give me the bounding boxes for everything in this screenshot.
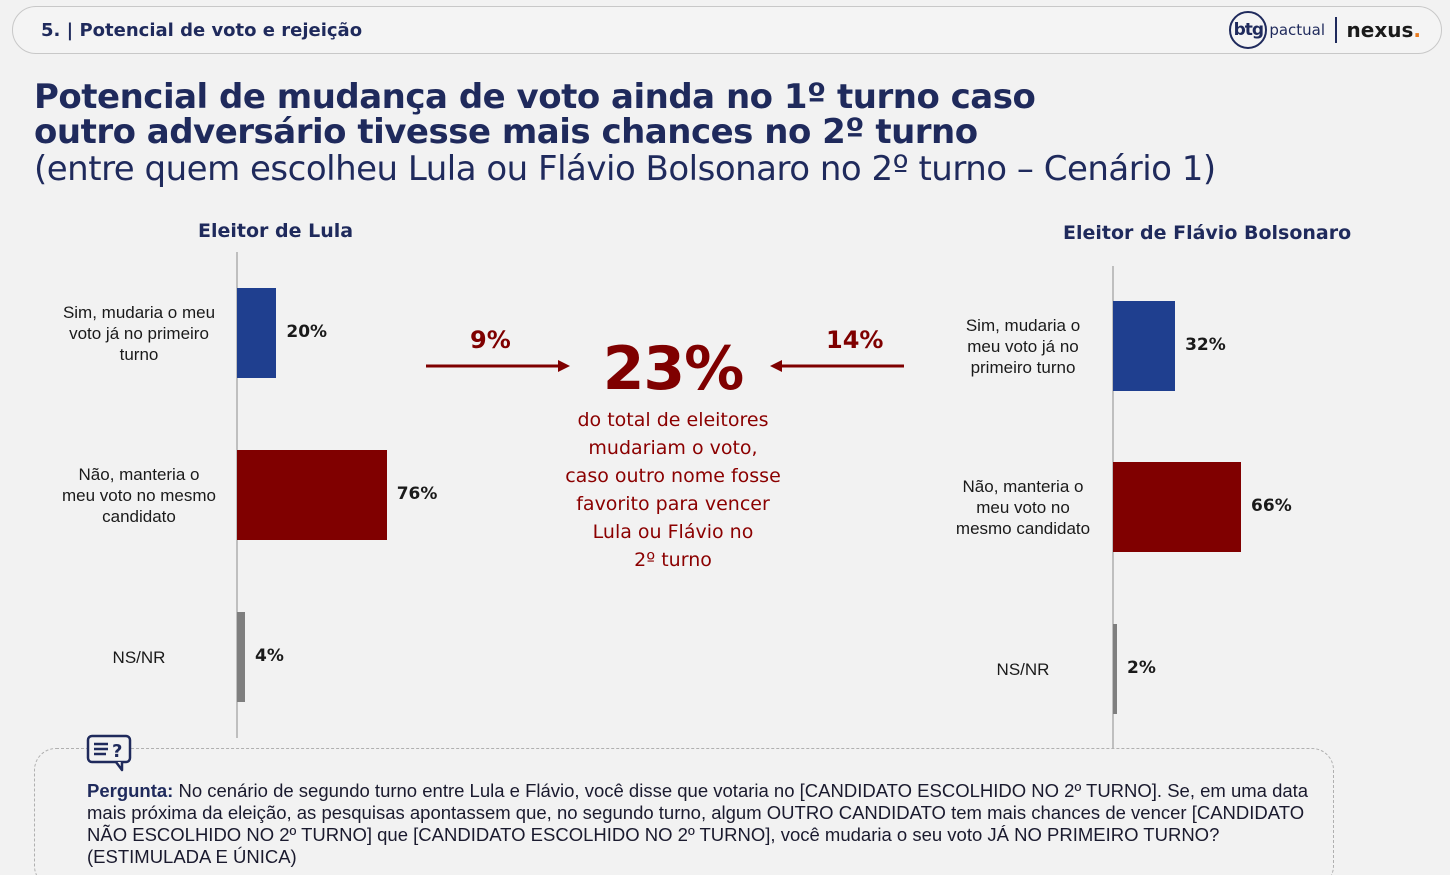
right-arrow-icon — [426, 360, 570, 372]
page-subtitle: (entre quem escolheu Lula ou Flávio Bols… — [34, 149, 1216, 189]
description-line: do total de eleitores — [577, 409, 769, 431]
bar — [237, 450, 387, 540]
description-line: favorito para vencer — [576, 493, 770, 515]
category-label-line: NS/NR — [112, 647, 166, 667]
bar — [1113, 462, 1242, 552]
total-change-description: do total de eleitores mudariam o voto, c… — [548, 406, 798, 574]
left-arrow-value: 9% — [470, 326, 511, 354]
description-line: mudariam o voto, — [588, 437, 758, 459]
btg-logo-mark: btg — [1229, 11, 1268, 49]
category-label-line: NS/NR — [996, 659, 1050, 679]
category-label-line: Não, manteria o — [962, 476, 1084, 496]
category-label-line: primeiro turno — [970, 357, 1076, 377]
bar — [237, 288, 277, 378]
bar-value-label: 2% — [1127, 658, 1156, 678]
question-body: No cenário de segundo turno entre Lula e… — [87, 780, 1309, 867]
bar — [1113, 301, 1176, 391]
category-label: Sim, mudaria o meu voto já no primeiro tur… — [933, 315, 1113, 378]
category-label-line: Sim, mudaria o — [965, 315, 1081, 335]
total-change-value: 23% — [602, 334, 745, 404]
bar — [1113, 624, 1117, 714]
right-arrow-value: 14% — [826, 326, 884, 354]
question-label: Pergunta: — [87, 780, 174, 801]
question-chat-icon: ? — [86, 734, 132, 772]
svg-text:?: ? — [112, 741, 122, 762]
category-label-line: meu voto já no — [967, 336, 1079, 356]
chart-title: Eleitor de Flávio Bolsonaro — [1063, 222, 1352, 244]
bar-value-label: 76% — [396, 484, 438, 504]
description-line: caso outro nome fosse — [565, 465, 781, 487]
nexus-logo: nexus. — [1347, 18, 1421, 42]
logo: btg pactual nexus. — [1229, 11, 1421, 49]
bar-value-label: 4% — [255, 646, 284, 666]
category-label: Não, manteria o meu voto no mesmo candidat… — [933, 476, 1113, 539]
question-text: Pergunta: No cenário de segundo turno en… — [87, 780, 1317, 868]
description-line: 2º turno — [634, 549, 712, 571]
nexus-logo-text: nexus — [1346, 18, 1414, 42]
btg-logo: btg pactual — [1229, 11, 1325, 49]
logo-divider — [1335, 17, 1337, 43]
chart-title: Eleitor de Lula — [198, 220, 354, 242]
bar-value-label: 32% — [1185, 335, 1226, 355]
category-axis — [1112, 266, 1114, 748]
category-label-line: Sim, mudaria o meu — [62, 302, 216, 322]
header-bar: 5. | Potencial de voto e rejeição btg pa… — [12, 6, 1442, 54]
category-label-line: voto já no primeiro — [69, 323, 209, 343]
category-label-line: meu voto no — [976, 497, 1070, 517]
btg-logo-pactual: pactual — [1269, 21, 1326, 39]
question-box — [34, 748, 1334, 875]
page-title-line-1: Potencial de mudança de voto ainda no 1º… — [34, 77, 1036, 117]
page-title: Potencial de mudança de voto ainda no 1º… — [34, 80, 1134, 150]
page-title-line-2: outro adversário tivesse mais chances no… — [34, 112, 978, 152]
bar — [237, 612, 245, 702]
section-label: 5. | Potencial de voto e rejeição — [41, 20, 363, 41]
description-line: Lula ou Flávio no — [592, 521, 754, 543]
category-label: NS/NR — [933, 659, 1113, 680]
category-label-line: Não, manteria o — [78, 464, 200, 484]
nexus-logo-dot: . — [1413, 18, 1421, 42]
category-label-line: mesmo candidato — [955, 518, 1091, 538]
category-label-line: meu voto no mesmo — [61, 485, 216, 505]
left-arrow-icon — [770, 360, 904, 372]
category-label: NS/NR — [39, 647, 239, 668]
category-axis — [236, 252, 238, 738]
category-label-line: candidato — [102, 506, 176, 526]
category-label: Não, manteria o meu voto no mesmo candidat… — [39, 464, 239, 527]
bar-value-label: 66% — [1251, 496, 1292, 516]
category-label-line: turno — [119, 344, 159, 364]
category-label: Sim, mudaria o meu voto já no primeiro tur… — [39, 302, 239, 365]
bar-value-label: 20% — [286, 322, 328, 342]
